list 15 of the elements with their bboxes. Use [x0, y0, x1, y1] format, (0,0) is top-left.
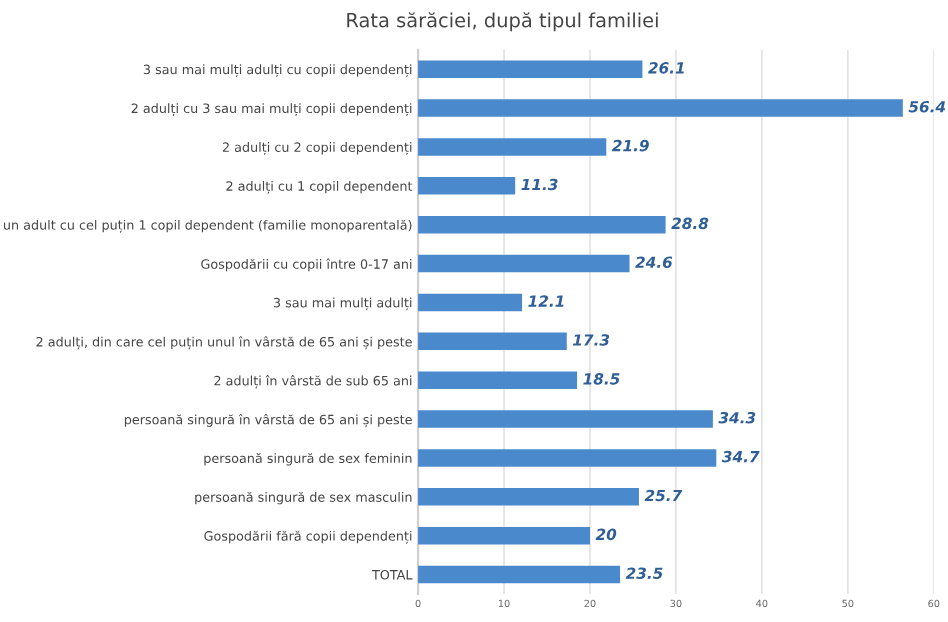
bar: [418, 293, 523, 312]
bar: [418, 449, 717, 467]
bar: [418, 138, 607, 156]
bar: [418, 488, 639, 506]
bar: [418, 526, 590, 545]
chart-title: Rata sărăciei, după tipul familiei: [347, 12, 658, 32]
bar: [418, 60, 643, 78]
bar: [418, 565, 621, 584]
bar: [418, 215, 666, 234]
bar: [418, 371, 578, 389]
bar: [418, 332, 567, 351]
bar: [418, 410, 713, 428]
bar: [418, 254, 630, 273]
bar: [418, 177, 516, 195]
bar: [418, 99, 903, 117]
